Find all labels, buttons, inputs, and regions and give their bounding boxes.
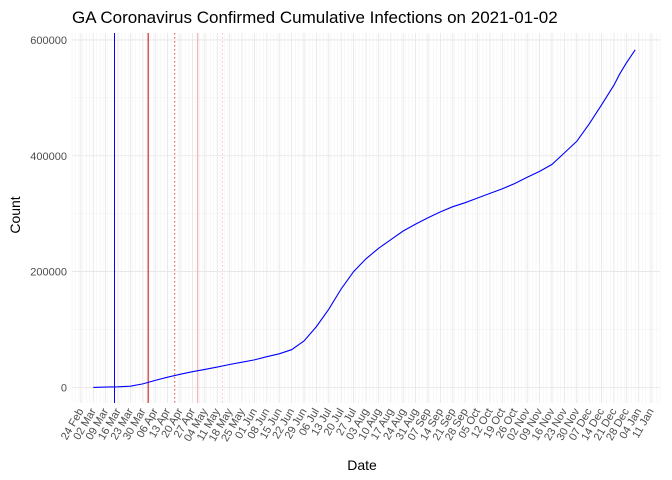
- y-tick-label: 400000: [30, 151, 67, 163]
- y-tick-label: 600000: [30, 35, 67, 47]
- x-axis-title: Date: [347, 457, 377, 473]
- y-tick-label: 200000: [30, 267, 67, 279]
- event-lines: [114, 33, 224, 403]
- y-axis-title: Count: [7, 196, 23, 233]
- chart-title: GA Coronavirus Confirmed Cumulative Infe…: [72, 8, 558, 27]
- grid-lines: [71, 33, 661, 403]
- y-tick-label: 0: [61, 382, 67, 394]
- y-tick-labels: 0 200000 400000 600000: [30, 35, 67, 394]
- series-line: [93, 49, 636, 388]
